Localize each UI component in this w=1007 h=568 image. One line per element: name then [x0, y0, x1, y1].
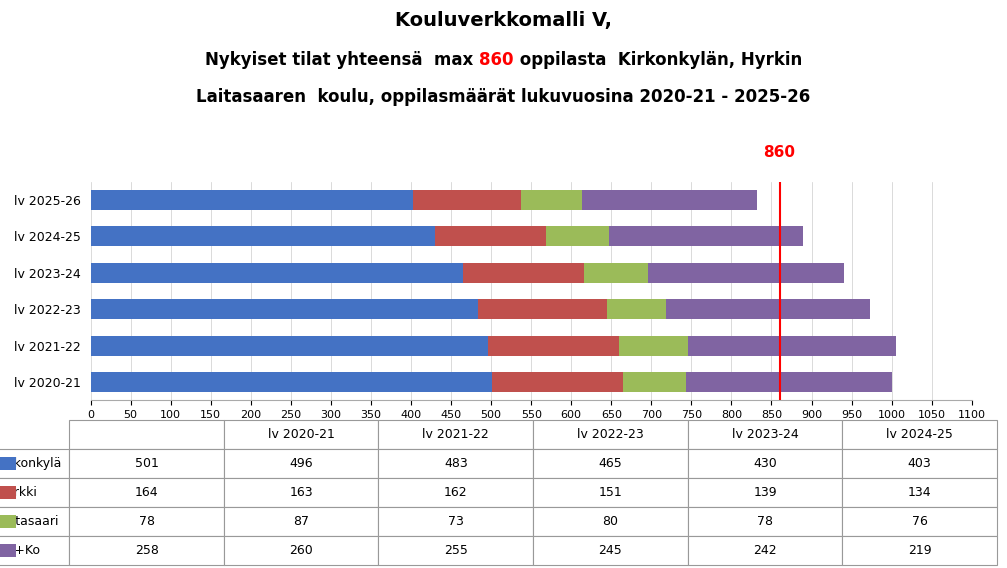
Bar [618, 336, 688, 356]
Bar [91, 336, 488, 356]
Bar [686, 372, 892, 392]
Bar [477, 299, 607, 319]
Bar [547, 227, 609, 247]
Bar [91, 299, 477, 319]
Bar [91, 227, 435, 247]
Bar [688, 336, 896, 356]
Bar [0, 515, 16, 528]
Bar [609, 227, 803, 247]
Bar [463, 263, 584, 283]
Bar [91, 372, 492, 392]
Bar [91, 190, 414, 210]
Text: Nykyiset tilat yhteensä  max: Nykyiset tilat yhteensä max [205, 51, 479, 69]
Bar [91, 263, 463, 283]
Bar [584, 263, 649, 283]
Bar [607, 299, 666, 319]
Text: 860: 860 [479, 51, 514, 69]
Text: oppilasta  Kirkonkylän, Hyrkin: oppilasta Kirkonkylän, Hyrkin [514, 51, 802, 69]
Bar [521, 190, 582, 210]
Bar [414, 190, 521, 210]
Bar [492, 372, 623, 392]
Bar [488, 336, 618, 356]
Bar [0, 486, 16, 499]
Bar [0, 544, 16, 557]
Bar [0, 457, 16, 470]
Bar [623, 372, 686, 392]
Bar [649, 263, 845, 283]
Text: 860: 860 [763, 145, 796, 160]
Text: Laitasaaren  koulu, oppilasmäärät lukuvuosina 2020-21 - 2025-26: Laitasaaren koulu, oppilasmäärät lukuvuo… [196, 88, 811, 106]
Text: Kouluverkkomalli V,: Kouluverkkomalli V, [395, 11, 612, 30]
Bar [666, 299, 870, 319]
Bar [582, 190, 757, 210]
Bar [435, 227, 547, 247]
